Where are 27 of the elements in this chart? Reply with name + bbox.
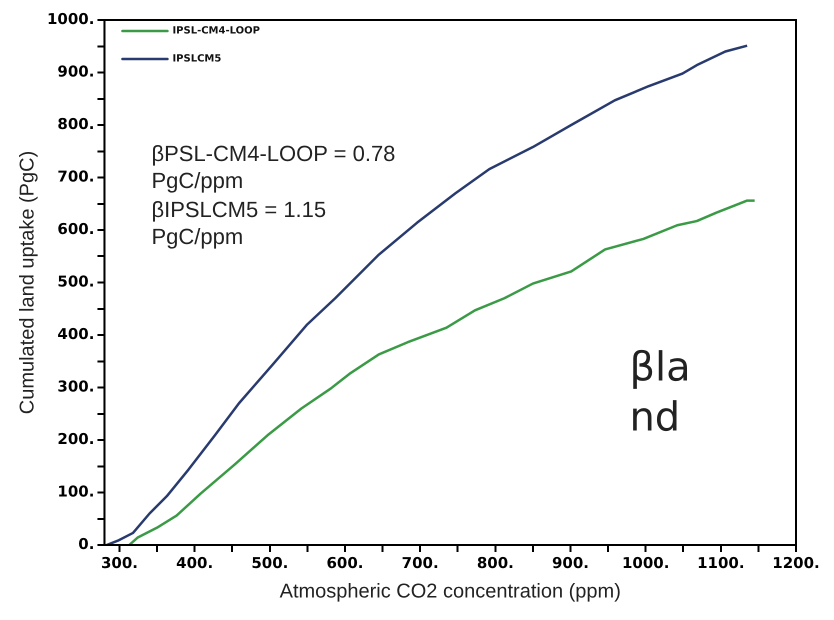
- x-tick-label: 700.: [402, 554, 439, 572]
- y-tick-label: 1000.: [46, 10, 94, 28]
- y-tick-label: 500.: [57, 272, 94, 290]
- legend-label: IPSLCM5: [172, 54, 222, 65]
- x-tick-label: 500.: [251, 554, 288, 572]
- annotation: βIPSLCM5 = 1.15 PgC/ppm: [151, 197, 326, 250]
- x-tick-label: 800.: [476, 554, 514, 572]
- x-tick-label: 300.: [100, 554, 138, 572]
- y-tick-label: 200.: [57, 430, 94, 448]
- y-tick-label: 100.: [57, 482, 94, 500]
- y-axis-title: Cumulated land uptake (PgC): [16, 150, 39, 414]
- x-tick-label: 1200.: [772, 554, 820, 572]
- y-tick-label: 800.: [57, 114, 94, 133]
- y-tick-label: 400.: [57, 324, 94, 343]
- x-tick-label: 600.: [326, 554, 364, 572]
- x-tick-label: 900.: [552, 554, 589, 572]
- x-axis-title: Atmospheric CO2 concentration (ppm): [280, 580, 621, 603]
- y-tick-label: 600.: [57, 220, 94, 238]
- x-tick-label: 400.: [176, 554, 214, 572]
- y-tick-label: 300.: [57, 377, 94, 396]
- y-tick-label: 900.: [57, 62, 94, 80]
- legend-label: IPSL-CM4-LOOP: [172, 26, 260, 37]
- x-tick-label: 1000.: [622, 554, 670, 572]
- annotation: βland: [629, 344, 691, 440]
- x-tick-label: 1100.: [697, 554, 745, 572]
- y-tick-label: 0.: [78, 534, 94, 553]
- y-tick-label: 700.: [57, 167, 94, 186]
